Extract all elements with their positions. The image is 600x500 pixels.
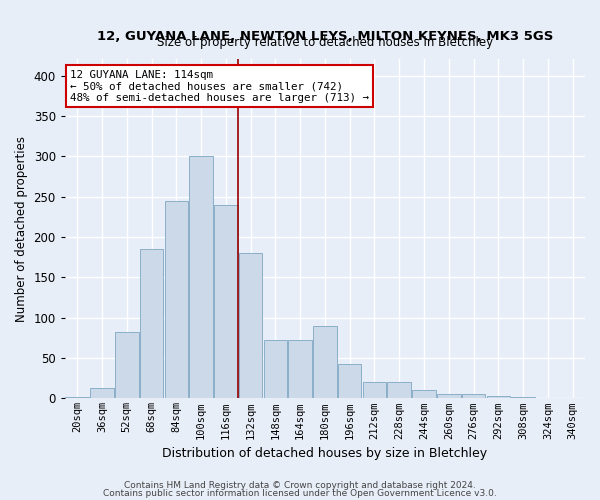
Bar — [511, 397, 535, 398]
Bar — [437, 394, 461, 398]
Bar — [190, 156, 213, 398]
Bar — [388, 382, 411, 398]
Bar — [164, 200, 188, 398]
Bar — [289, 340, 312, 398]
Bar — [90, 388, 114, 398]
Text: Size of property relative to detached houses in Bletchley: Size of property relative to detached ho… — [157, 36, 493, 50]
Bar — [115, 332, 139, 398]
Bar — [338, 364, 361, 398]
Title: 12, GUYANA LANE, NEWTON LEYS, MILTON KEYNES, MK3 5GS: 12, GUYANA LANE, NEWTON LEYS, MILTON KEY… — [97, 30, 553, 43]
Bar — [362, 382, 386, 398]
Text: 12 GUYANA LANE: 114sqm
← 50% of detached houses are smaller (742)
48% of semi-de: 12 GUYANA LANE: 114sqm ← 50% of detached… — [70, 70, 369, 103]
X-axis label: Distribution of detached houses by size in Bletchley: Distribution of detached houses by size … — [163, 447, 487, 460]
Bar — [140, 249, 163, 398]
Bar — [65, 397, 89, 398]
Bar — [263, 340, 287, 398]
Bar — [214, 204, 238, 398]
Bar — [239, 253, 262, 398]
Bar — [487, 396, 510, 398]
Text: Contains HM Land Registry data © Crown copyright and database right 2024.: Contains HM Land Registry data © Crown c… — [124, 480, 476, 490]
Bar — [462, 394, 485, 398]
Bar — [313, 326, 337, 398]
Bar — [412, 390, 436, 398]
Text: Contains public sector information licensed under the Open Government Licence v3: Contains public sector information licen… — [103, 489, 497, 498]
Y-axis label: Number of detached properties: Number of detached properties — [15, 136, 28, 322]
